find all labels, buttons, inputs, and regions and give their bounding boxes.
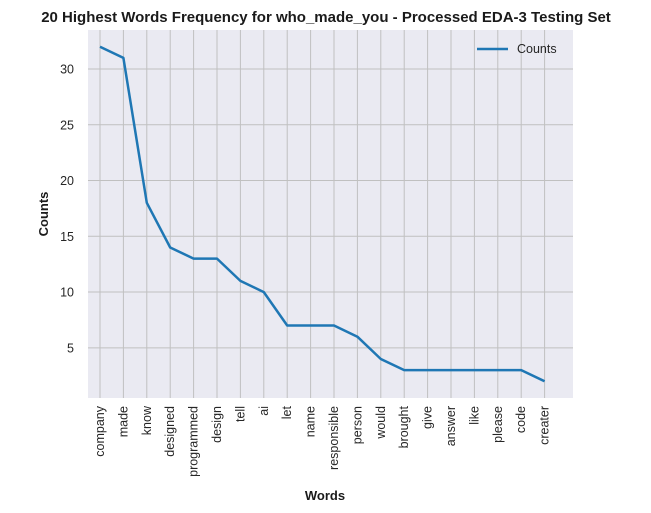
x-tick-label: tell — [233, 406, 247, 422]
x-axis-label: Words — [305, 488, 345, 503]
chart-title: 20 Highest Words Frequency for who_made_… — [41, 9, 611, 26]
y-axis-label: Counts — [36, 192, 51, 237]
y-tick-label: 5 — [67, 341, 74, 355]
y-tick-label: 25 — [60, 118, 74, 132]
x-tick-label: answer — [444, 406, 458, 446]
gridlines — [88, 30, 573, 398]
legend-label: Counts — [517, 42, 557, 56]
x-tick-label: company — [93, 405, 107, 456]
y-tick-label: 10 — [60, 286, 74, 300]
x-tick-label: designed — [163, 406, 177, 457]
x-tick-label: name — [304, 406, 318, 437]
series-line-counts — [99, 45, 546, 383]
x-tick-label: brought — [397, 405, 411, 448]
x-tick-label: responsible — [327, 406, 341, 470]
x-tick-label: give — [421, 406, 435, 429]
x-tick-label: creater — [538, 406, 552, 445]
y-tick-label: 20 — [60, 174, 74, 188]
legend: Counts — [477, 42, 557, 56]
x-tick-label: let — [280, 405, 294, 419]
y-tick-label: 15 — [60, 230, 74, 244]
x-axis-ticks: company made know designed programmed design t… — [93, 405, 552, 477]
x-tick-label: please — [491, 406, 505, 443]
y-tick-label: 30 — [60, 63, 74, 77]
x-tick-label: person — [350, 406, 364, 444]
x-tick-label: code — [514, 406, 528, 433]
plot-background — [88, 30, 573, 398]
x-tick-label: design — [210, 406, 224, 443]
x-tick-label: ai — [257, 406, 271, 416]
x-tick-label: like — [467, 406, 481, 425]
x-tick-label: made — [116, 406, 130, 437]
x-tick-label: know — [140, 405, 154, 435]
y-axis-ticks: 5 10 15 20 25 30 — [60, 63, 74, 356]
x-tick-label: programmed — [187, 406, 201, 477]
x-tick-label: would — [374, 406, 388, 440]
